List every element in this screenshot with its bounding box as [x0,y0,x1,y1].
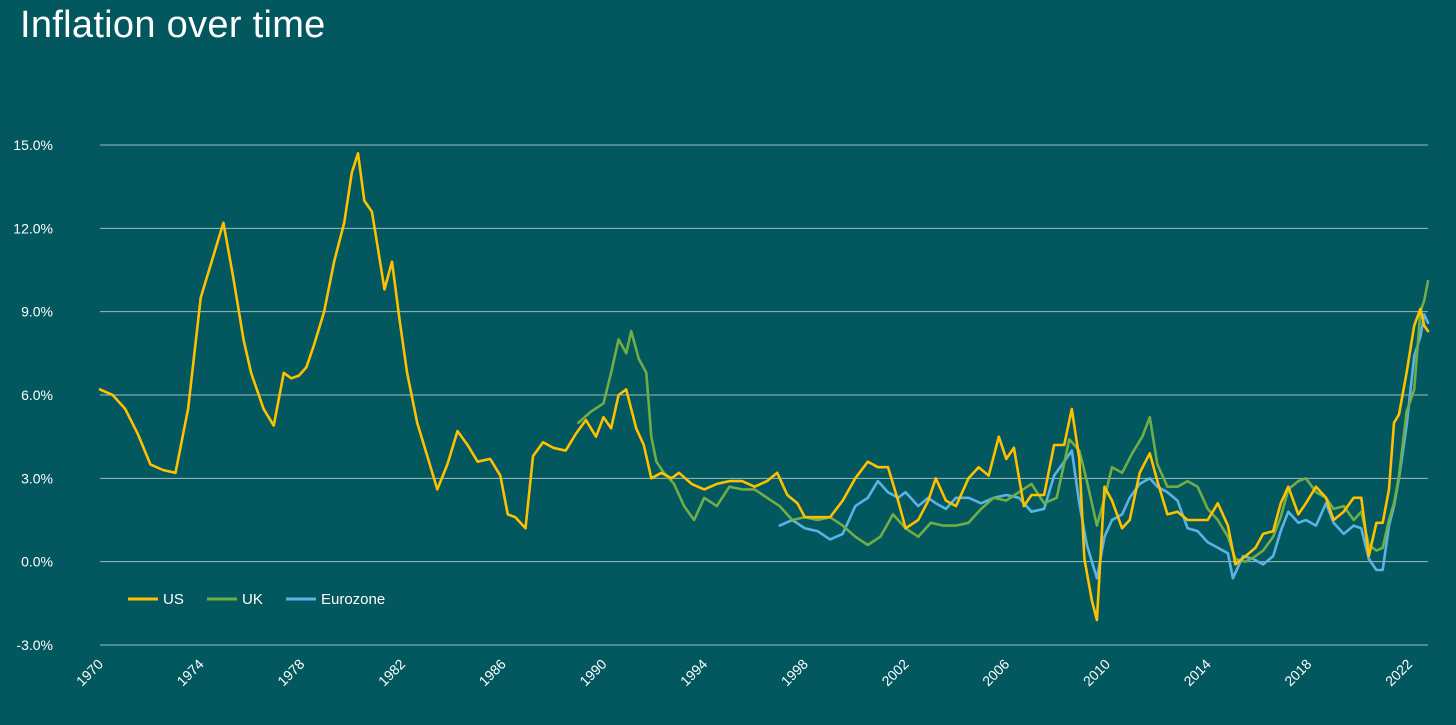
y-tick-label: 3.0% [21,470,53,486]
x-tick-label: 1986 [476,656,509,689]
y-tick-label: 15.0% [13,137,53,153]
x-tick-label: 2018 [1281,656,1314,689]
legend-label-us: US [163,591,184,608]
grid-lines [100,144,1428,646]
y-tick-label: 0.0% [21,554,53,570]
x-tick-label: 2010 [1080,656,1113,689]
legend-label-uk: UK [242,591,263,608]
x-tick-label: 2002 [878,656,911,689]
y-tick-label: 9.0% [21,304,53,320]
chart-title: Inflation over time [20,4,326,46]
x-tick-label: 1978 [274,656,307,689]
x-tick-label: 1994 [677,656,710,689]
series-line-eurozone [778,313,1430,580]
x-tick-label: 1998 [778,656,811,689]
legend-label-eurozone: Eurozone [321,591,385,608]
y-tick-label: -3.0% [16,637,53,653]
y-tick-label: 6.0% [21,387,53,403]
series-line-uk [577,279,1430,563]
y-axis-tick-labels: -3.0% 0.0% 3.0% 6.0% 9.0% 12.0% 15.0% [13,137,53,653]
y-tick-label: 12.0% [13,220,53,236]
x-tick-label: 2006 [979,656,1012,689]
x-tick-label: 1974 [173,656,206,689]
x-axis-tick-labels: 1970 1974 1978 1982 1986 1990 1994 1998 2002 2006… [73,656,1416,689]
x-tick-label: 1970 [73,656,106,689]
series-lines [98,152,1430,622]
x-tick-label: 2022 [1382,656,1415,689]
series-line-us [98,152,1430,622]
x-tick-label: 1990 [576,656,609,689]
x-tick-label: 2014 [1180,656,1213,689]
x-tick-label: 1982 [375,656,408,689]
legend: US UK Eurozone [128,591,385,608]
